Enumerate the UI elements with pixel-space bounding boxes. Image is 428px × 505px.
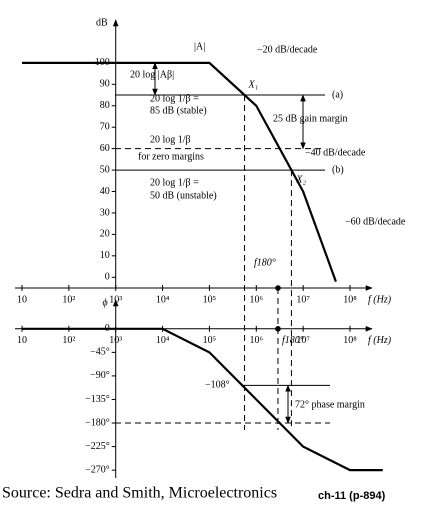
reference-label: −108° [205,380,230,391]
x-tick-label: 10⁷ [296,294,310,305]
annotation: 20 log 1/β = [150,93,199,104]
point [243,94,246,97]
x-axis-label: f (Hz) [368,335,392,346]
reference-label: (a) [332,89,343,100]
annotation: 20 log |Aβ| [130,69,174,80]
y-axis-label: dB [96,17,108,28]
y-tick-label: 60 [100,143,110,154]
annotation: 85 dB (stable) [150,105,207,116]
annotation: −40 dB/decade [305,147,366,158]
point [290,169,293,172]
annotation: 20 log 1/β = [150,177,199,188]
y-tick-label: −90° [90,370,110,381]
annotation: 20 log 1/β [150,134,191,145]
y-tick-label: 20 [100,229,110,240]
x-tick-label: 10⁸ [343,335,357,346]
x-tick-label: 10² [62,294,75,305]
annotation: 72° phase margin [295,399,365,410]
annotation: for zero margins [138,151,204,162]
annotation: 50 dB (unstable) [150,190,217,201]
x-tick-label: 10⁴ [156,335,170,346]
x-tick-label: 10⁵ [203,335,217,346]
x-tick-label: 10⁸ [343,294,357,305]
y-tick-label: 80 [100,100,110,111]
y-axis-label: ϕ [103,297,108,308]
x-tick-label: 10² [62,335,75,346]
annotation: −60 dB/decade [345,216,406,227]
y-tick-label: −45° [90,347,110,358]
x-tick-label: 10 [17,294,27,305]
y-tick-label: −270° [85,464,110,475]
point [275,285,281,291]
annotation: 25 dB gain margin [273,113,348,124]
point-label: f180° [254,257,276,268]
point-label: f180° [282,335,304,346]
x-tick-label: 10 [17,335,27,346]
y-tick-label: 70 [100,121,110,132]
y-tick-label: 10 [100,250,110,261]
point [275,325,281,332]
page-reference: ch-11 (p-894) [318,490,386,502]
annotation: −20 dB/decade [257,44,318,55]
point-label: X₂ [295,174,306,185]
x-tick-label: 10⁶ [250,294,264,305]
curve [22,327,383,472]
y-tick-label: −225° [85,441,110,452]
y-tick-label: 0 [105,272,110,283]
reference-label: (b) [332,164,344,175]
x-axis-label: f (Hz) [368,294,392,305]
y-tick-label: −135° [85,394,110,405]
y-tick-label: 40 [100,186,110,197]
source: Source: Sedra and Smith, Microelectronic… [2,485,277,502]
x-tick-label: 10³ [109,335,122,346]
y-tick-label: 30 [100,207,110,218]
curve [22,61,337,282]
y-tick-label: 90 [100,79,110,90]
point-label: X₁ [248,79,259,90]
x-tick-label: 10⁶ [250,335,264,346]
y-tick-label: 50 [100,164,110,175]
x-tick-label: 10⁴ [156,294,170,305]
y-tick-label: −180° [85,417,110,428]
x-tick-label: 10⁷ [296,335,310,346]
series-label: |A| [194,41,205,52]
x-tick-label: 10⁵ [203,294,217,305]
